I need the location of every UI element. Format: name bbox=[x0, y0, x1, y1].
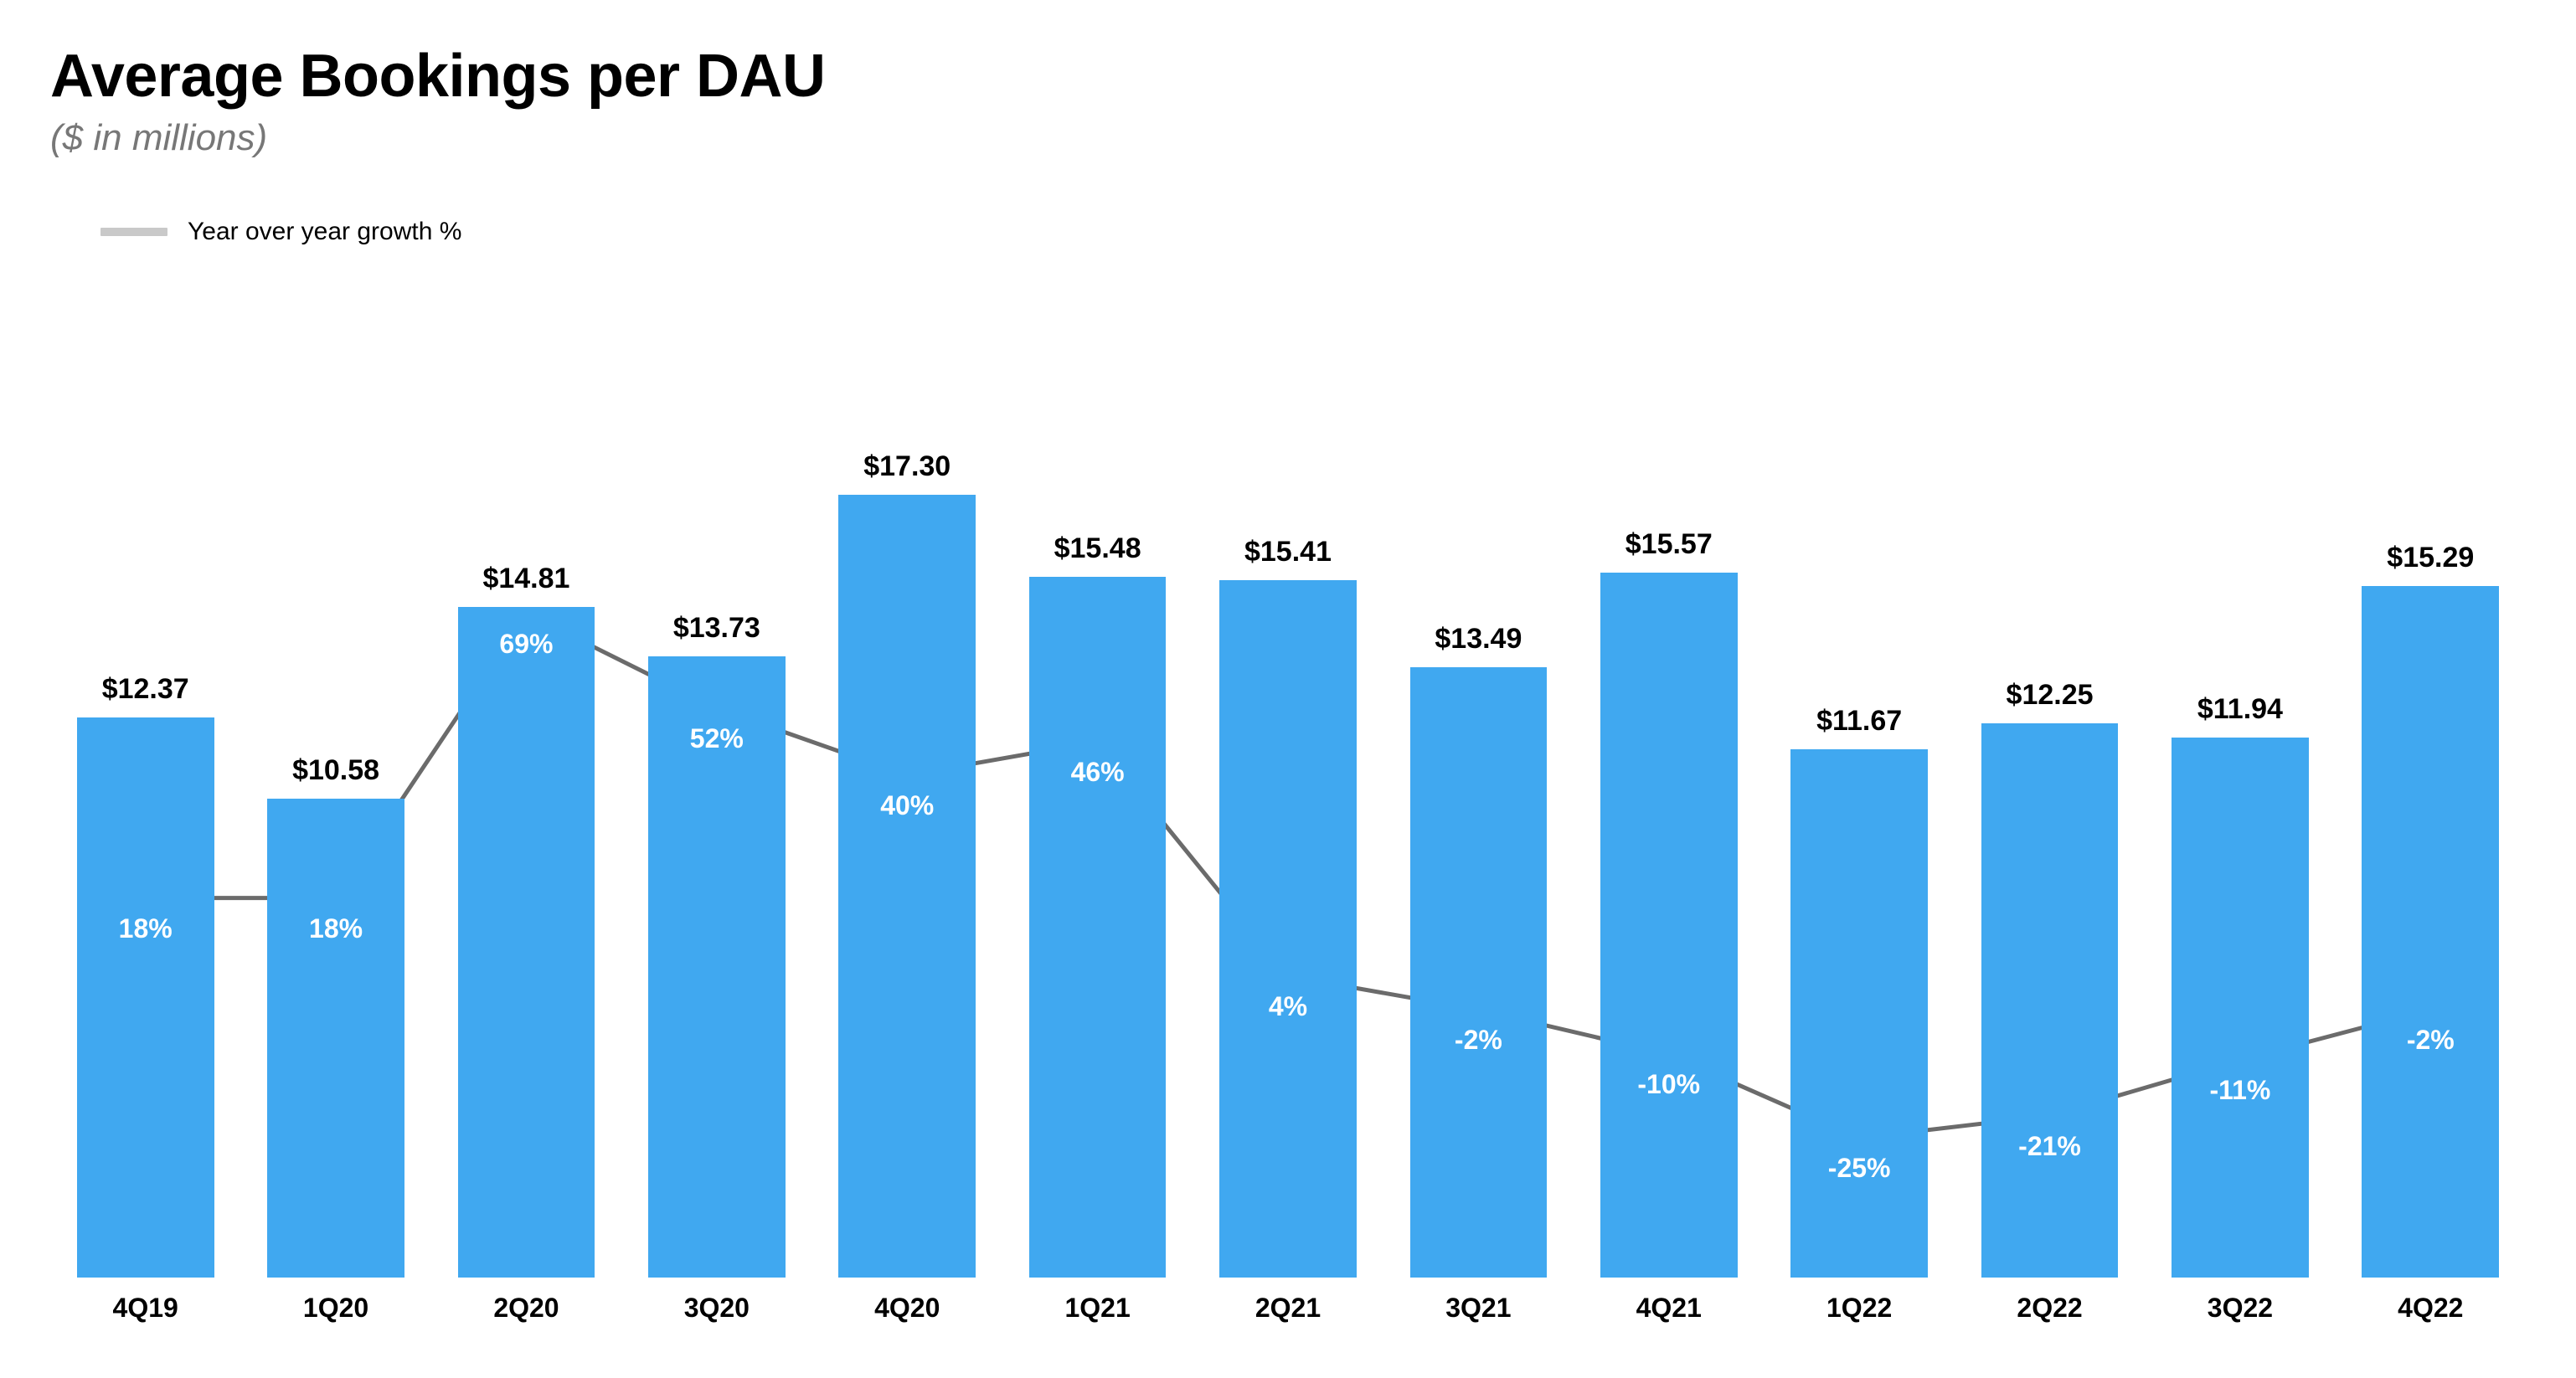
bar-value-label: $13.73 bbox=[621, 612, 811, 645]
bar-value-label: $10.58 bbox=[240, 754, 430, 787]
bar bbox=[1790, 749, 1928, 1278]
x-axis-label: 2Q20 bbox=[431, 1278, 621, 1324]
bar-value-label: $15.57 bbox=[1574, 528, 1764, 561]
x-axis-label: 3Q21 bbox=[1383, 1278, 1574, 1324]
x-axis-label: 4Q20 bbox=[812, 1278, 1002, 1324]
growth-percent-label: 69% bbox=[431, 629, 621, 660]
growth-percent-label: -10% bbox=[1574, 1069, 1764, 1100]
growth-percent-label: 46% bbox=[1002, 757, 1193, 788]
bar bbox=[838, 495, 976, 1278]
legend: Year over year growth % bbox=[100, 218, 2526, 246]
growth-percent-label: 18% bbox=[240, 913, 430, 944]
bar bbox=[1219, 580, 1357, 1278]
growth-percent-label: 52% bbox=[621, 723, 811, 754]
bar bbox=[458, 607, 595, 1278]
growth-percent-label: -11% bbox=[2145, 1075, 2335, 1106]
chart-subtitle: ($ in millions) bbox=[50, 117, 2526, 159]
growth-percent-label: -2% bbox=[1383, 1025, 1574, 1056]
bar bbox=[77, 717, 214, 1278]
x-axis-label: 4Q21 bbox=[1574, 1278, 1764, 1324]
bar-value-label: $15.41 bbox=[1193, 536, 1383, 568]
growth-percent-label: 4% bbox=[1193, 991, 1383, 1022]
plot-region: $12.374Q1918%$10.581Q2018%$14.812Q2069%$… bbox=[50, 440, 2526, 1278]
bar bbox=[267, 799, 404, 1278]
growth-percent-label: 18% bbox=[50, 913, 240, 944]
x-axis-label: 2Q21 bbox=[1193, 1278, 1383, 1324]
growth-percent-label: -2% bbox=[2336, 1025, 2526, 1056]
bar-value-label: $12.37 bbox=[50, 673, 240, 706]
legend-line-swatch bbox=[100, 228, 167, 236]
bar-value-label: $11.67 bbox=[1764, 705, 1954, 738]
x-axis-label: 2Q22 bbox=[1955, 1278, 2145, 1324]
x-axis-label: 4Q22 bbox=[2336, 1278, 2526, 1324]
x-axis-label: 1Q21 bbox=[1002, 1278, 1193, 1324]
bar-value-label: $13.49 bbox=[1383, 623, 1574, 656]
chart-area: $12.374Q1918%$10.581Q2018%$14.812Q2069%$… bbox=[50, 440, 2526, 1328]
bar bbox=[2172, 738, 2309, 1278]
bar bbox=[1029, 577, 1167, 1278]
bar-value-label: $12.25 bbox=[1955, 679, 2145, 712]
bar-value-label: $14.81 bbox=[431, 563, 621, 595]
growth-percent-label: 40% bbox=[812, 790, 1002, 821]
growth-percent-label: -25% bbox=[1764, 1153, 1954, 1184]
x-axis-label: 1Q22 bbox=[1764, 1278, 1954, 1324]
legend-label: Year over year growth % bbox=[188, 218, 461, 246]
bar bbox=[1600, 573, 1738, 1278]
x-axis-label: 3Q20 bbox=[621, 1278, 811, 1324]
bar bbox=[1410, 667, 1548, 1278]
x-axis-label: 3Q22 bbox=[2145, 1278, 2335, 1324]
bar-value-label: $17.30 bbox=[812, 450, 1002, 483]
bar bbox=[1981, 723, 2119, 1278]
bar-value-label: $11.94 bbox=[2145, 693, 2335, 726]
x-axis-label: 4Q19 bbox=[50, 1278, 240, 1324]
growth-percent-label: -21% bbox=[1955, 1131, 2145, 1162]
bar-value-label: $15.29 bbox=[2336, 542, 2526, 574]
bar bbox=[2362, 586, 2499, 1278]
chart-title: Average Bookings per DAU bbox=[50, 42, 2526, 111]
x-axis-label: 1Q20 bbox=[240, 1278, 430, 1324]
bar-value-label: $15.48 bbox=[1002, 532, 1193, 565]
